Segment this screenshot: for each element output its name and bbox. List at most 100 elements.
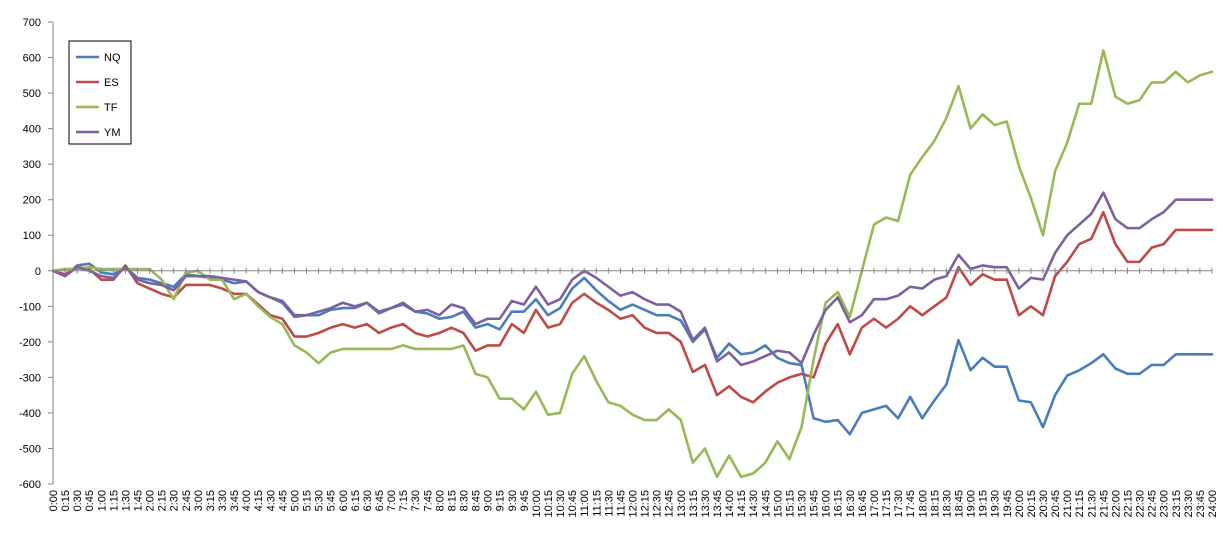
y-tick-label: 200 (23, 195, 41, 207)
x-tick-label: 17:45 (905, 490, 917, 518)
y-tick-label: 700 (23, 17, 41, 29)
y-tick-label: -200 (19, 337, 41, 349)
x-tick-label: 9:45 (519, 490, 531, 511)
x-tick-label: 10:45 (567, 490, 579, 518)
y-tick-label: -600 (19, 479, 41, 491)
x-tick-label: 3:15 (205, 490, 217, 511)
series-line-es (51, 210, 1214, 404)
x-tick-label: 20:00 (1014, 490, 1026, 518)
x-tick-label: 8:45 (471, 490, 483, 511)
legend-label-es: ES (104, 77, 119, 89)
y-tick-label: -100 (19, 301, 41, 313)
x-tick-label: 2:45 (181, 490, 193, 511)
x-tick-label: 11:15 (591, 490, 603, 517)
x-tick-label: 4:30 (265, 490, 277, 511)
x-tick-label: 10:15 (543, 490, 555, 518)
x-tick-label: 2:30 (169, 490, 181, 511)
x-tick-label: 5:00 (289, 490, 301, 511)
x-tick-label: 12:15 (640, 490, 652, 518)
series-line-tf (51, 49, 1214, 479)
x-tick-label: 24:00 (1207, 490, 1219, 518)
y-axis-ticks: -600 -500 -400 -300 -200 -100 0 100 200 300 400 500… (19, 17, 53, 491)
x-tick-label: 8:15 (446, 490, 458, 511)
x-tick-label: 8:30 (458, 490, 470, 511)
y-tick-label: 500 (23, 88, 41, 100)
legend-label-ym: YM (104, 127, 121, 139)
x-tick-label: 23:15 (1171, 490, 1183, 518)
x-tick-label: 17:15 (881, 490, 893, 518)
x-tick-label: 13:15 (688, 490, 700, 518)
x-tick-label: 5:45 (326, 490, 338, 511)
x-tick-label: 16:15 (833, 490, 845, 518)
x-tick-label: 10:00 (531, 490, 543, 518)
x-tick-label: 0:30 (72, 490, 84, 511)
x-tick-label: 16:30 (845, 490, 857, 518)
x-tick-label: 20:15 (1026, 490, 1038, 518)
x-tick-label: 18:30 (941, 490, 953, 518)
x-tick-label: 20:45 (1050, 490, 1062, 518)
x-tick-label: 7:45 (422, 490, 434, 511)
x-tick-label: 21:15 (1074, 490, 1086, 518)
x-tick-label: 13:30 (700, 490, 712, 518)
x-tick-label: 15:30 (797, 490, 809, 518)
x-tick-label: 0:45 (84, 490, 96, 511)
x-tick-label: 6:45 (374, 490, 386, 511)
plot-series-lines (51, 49, 1214, 479)
x-tick-label: 4:45 (277, 490, 289, 511)
x-tick-label: 13:45 (712, 490, 724, 518)
x-tick-label: 22:30 (1135, 490, 1147, 518)
x-tick-label: 1:00 (96, 490, 108, 511)
x-tick-label: 11:45 (615, 490, 627, 517)
x-tick-label: 18:15 (929, 490, 941, 518)
x-axis-ticks: 0:00 0:15 0:30 0:45 1:00 1:15 1:30 1:45 2:00 2:15… (48, 267, 1219, 518)
y-tick-label: 400 (23, 124, 41, 136)
x-tick-label: 9:30 (507, 490, 519, 511)
x-tick-label: 3:00 (193, 490, 205, 511)
chart-legend: NQ ES TF YM (68, 40, 132, 145)
x-tick-label: 15:45 (809, 490, 821, 518)
x-tick-label: 3:45 (229, 490, 241, 511)
x-tick-label: 23:45 (1195, 490, 1207, 518)
y-tick-label: -300 (19, 372, 41, 384)
x-tick-label: 14:15 (736, 490, 748, 518)
x-tick-label: 14:00 (724, 490, 736, 518)
x-tick-label: 21:45 (1098, 490, 1110, 518)
x-tick-label: 1:15 (108, 490, 120, 511)
x-tick-label: 21:30 (1086, 490, 1098, 518)
x-tick-label: 1:30 (120, 490, 132, 511)
x-tick-label: 7:15 (398, 490, 410, 511)
x-tick-label: 11:00 (579, 490, 591, 517)
x-tick-label: 23:00 (1159, 490, 1171, 518)
x-tick-label: 12:00 (628, 490, 640, 518)
x-tick-label: 18:45 (953, 490, 965, 518)
x-tick-label: 4:00 (241, 490, 253, 511)
x-tick-label: 7:00 (386, 490, 398, 511)
x-tick-label: 22:15 (1122, 490, 1134, 518)
x-tick-label: 1:45 (133, 490, 145, 511)
x-tick-label: 17:30 (893, 490, 905, 518)
x-tick-label: 19:45 (1002, 490, 1014, 518)
x-tick-label: 11:30 (603, 490, 615, 517)
x-tick-label: 12:30 (652, 490, 664, 518)
x-tick-label: 10:30 (555, 490, 567, 518)
x-tick-label: 8:00 (434, 490, 446, 511)
x-tick-label: 19:30 (990, 490, 1002, 518)
x-tick-label: 22:00 (1110, 490, 1122, 518)
x-tick-label: 5:15 (302, 490, 314, 511)
y-tick-label: -500 (19, 443, 41, 455)
x-tick-label: 6:30 (362, 490, 374, 511)
legend-label-nq: NQ (104, 52, 121, 64)
x-tick-label: 20:30 (1038, 490, 1050, 518)
x-tick-label: 18:00 (917, 490, 929, 518)
legend-label-tf: TF (104, 102, 118, 114)
x-tick-label: 6:00 (338, 490, 350, 511)
x-tick-label: 9:15 (495, 490, 507, 511)
x-tick-label: 23:30 (1183, 490, 1195, 518)
x-tick-label: 6:15 (350, 490, 362, 511)
x-tick-label: 22:45 (1147, 490, 1159, 518)
x-tick-label: 0:00 (48, 490, 60, 511)
x-tick-label: 7:30 (410, 490, 422, 511)
x-tick-label: 2:15 (157, 490, 169, 511)
x-tick-label: 0:15 (60, 490, 72, 511)
